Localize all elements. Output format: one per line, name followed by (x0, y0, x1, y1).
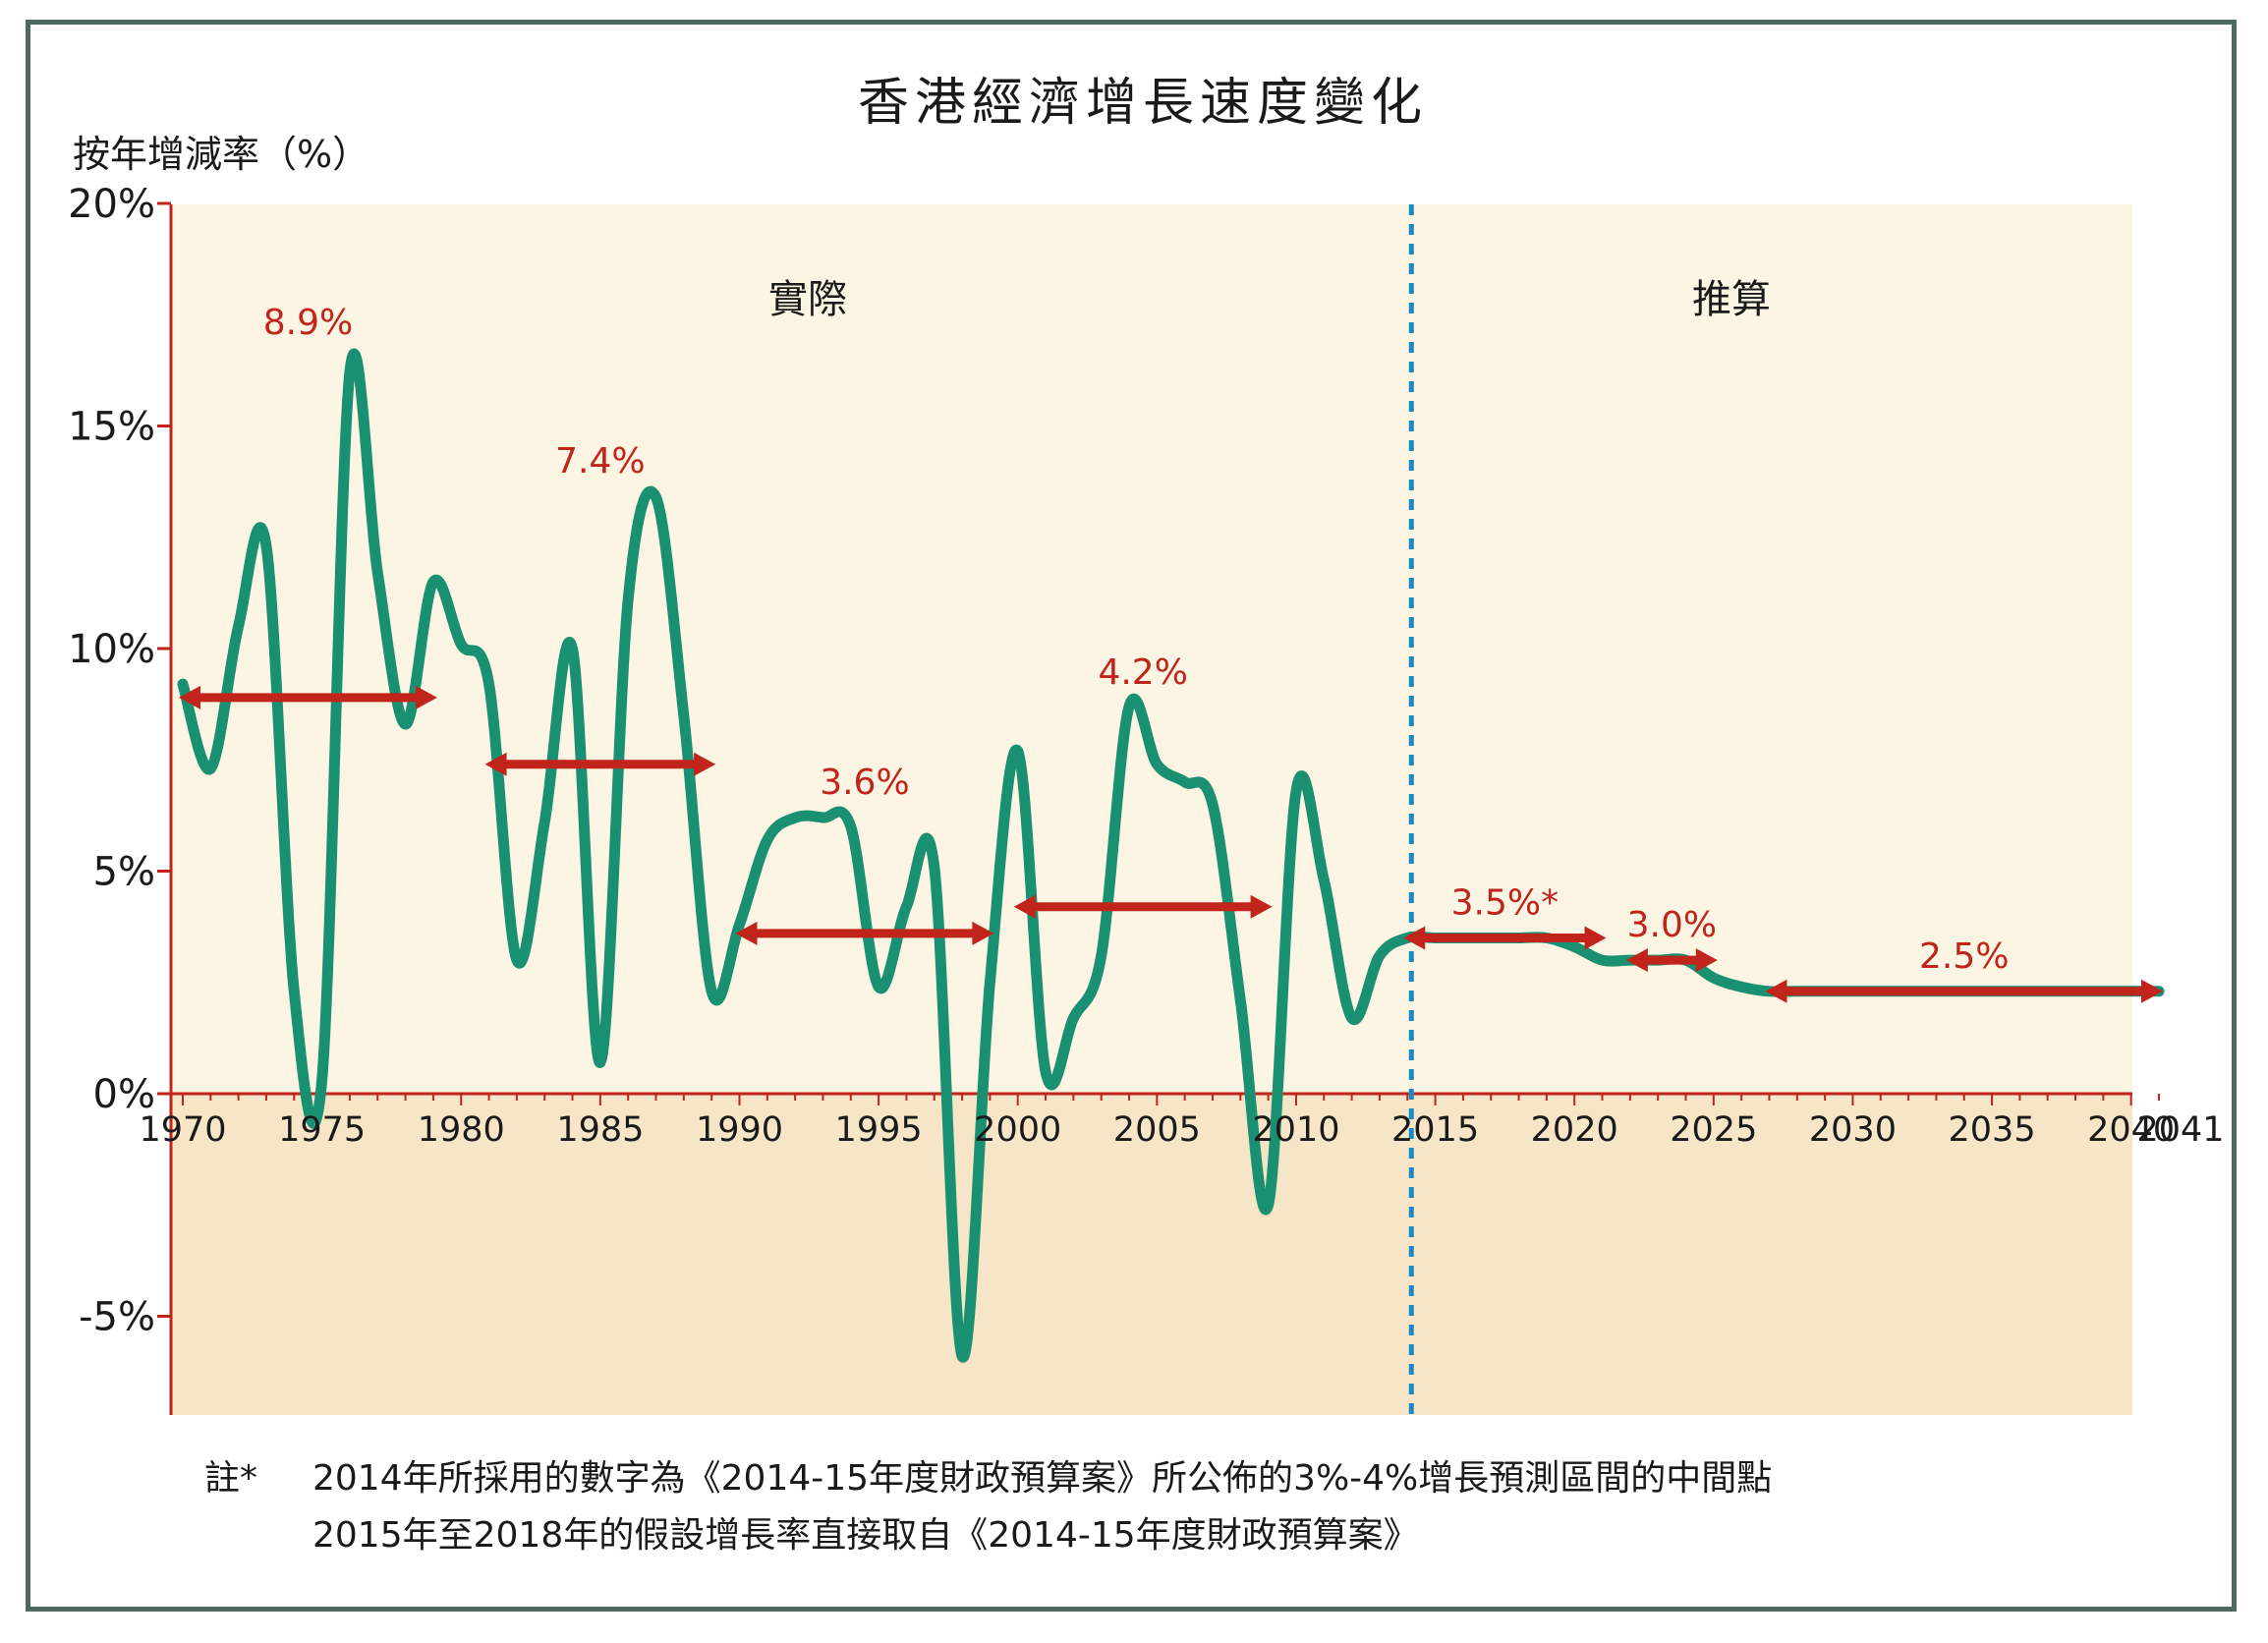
period-average-arrow (179, 685, 437, 709)
period-average-arrow (1625, 948, 1718, 973)
x-tick-label: 2035 (1949, 1110, 2036, 1150)
chart-title: 香港經濟增長速度變化 (858, 74, 1428, 133)
x-tick-label: 2041 (2136, 1110, 2224, 1150)
arrow-head-right (2141, 979, 2163, 1003)
arrow-head-left (1765, 979, 1787, 1003)
x-tick-label: 1980 (418, 1110, 505, 1150)
period-average-arrow (1765, 979, 2163, 1003)
period-average-arrow (1013, 894, 1273, 919)
region-label-projected: 推算 (1692, 277, 1771, 322)
x-tick-label: 1985 (556, 1110, 644, 1150)
period-average-label: 2.5% (1919, 936, 2009, 977)
arrow-head-right (1584, 926, 1607, 950)
x-tick-label: 2015 (1391, 1110, 1479, 1150)
chart-labels: 20% 15% 10% 5% 0% -5% 1970 1975 1980 1985 1990 1995… (68, 74, 2224, 1556)
arrow-head-right (415, 685, 437, 709)
x-tick-label: 2030 (1809, 1110, 1897, 1150)
y-tick-label: 5% (93, 850, 155, 895)
arrow-head-right (1695, 948, 1718, 973)
note-line-1: 2014年所採用的數字為《2014-15年度財政預算案》所公佈的3%-4%增長預… (312, 1458, 1772, 1499)
y-tick-label: 10% (68, 627, 155, 672)
period-average-label: 3.5%* (1451, 882, 1559, 923)
arrow-head-left (1403, 926, 1426, 950)
period-average-label: 3.0% (1627, 905, 1717, 945)
period-average-label: 3.6% (820, 763, 909, 803)
y-tick-label: -5% (79, 1295, 155, 1340)
x-tick-label: 1990 (696, 1110, 783, 1150)
x-tick-label: 2010 (1252, 1110, 1339, 1150)
arrow-head-left (179, 685, 200, 709)
y-axis-label: 按年增減率（%） (73, 133, 369, 176)
x-tick-label: 1970 (139, 1110, 226, 1150)
period-average-arrow (484, 752, 716, 776)
y-tick-label: 20% (68, 182, 155, 227)
period-averages (179, 685, 2163, 1003)
arrow-head-right (694, 752, 716, 776)
note-marker: 註* (204, 1458, 257, 1499)
y-tick-label: 15% (68, 405, 155, 450)
x-tick-label: 1995 (835, 1110, 923, 1150)
period-average-arrow (735, 921, 994, 945)
period-average-label: 4.2% (1098, 652, 1187, 693)
y-tick-label: 0% (93, 1072, 155, 1117)
negative-region-bg (171, 1094, 2132, 1415)
x-tick-label: 2040 (2087, 1110, 2175, 1150)
x-tick-label: 2025 (1670, 1110, 1757, 1150)
note-line-2: 2015年至2018年的假設增長率直接取自《2014-15年度財政預算案》 (312, 1515, 1419, 1556)
arrow-head-left (1013, 894, 1036, 919)
x-tick-label: 1975 (278, 1110, 366, 1150)
arrow-head-left (735, 921, 758, 945)
arrow-head-left (1625, 948, 1648, 973)
positive-region-bg (171, 204, 2132, 1094)
x-tick-label: 2000 (974, 1110, 1061, 1150)
period-average-label: 8.9% (263, 303, 353, 343)
arrow-head-right (972, 921, 994, 945)
plot-background (171, 204, 2132, 1415)
arrow-head-right (1250, 894, 1273, 919)
region-label-actual: 實際 (768, 277, 847, 322)
axes (157, 201, 2160, 1415)
arrow-head-left (484, 752, 507, 776)
period-average-label: 7.4% (555, 441, 645, 482)
x-tick-label: 2020 (1531, 1110, 1618, 1150)
x-tick-label: 2005 (1113, 1110, 1201, 1150)
period-average-arrow (1403, 926, 1607, 950)
